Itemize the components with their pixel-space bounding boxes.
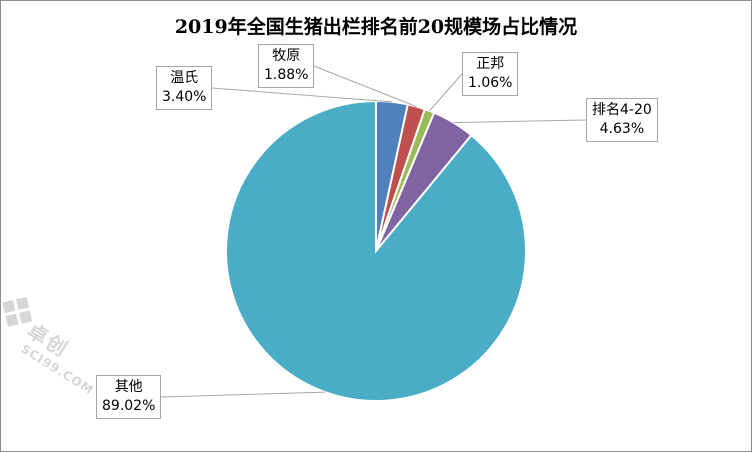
leader-line-others xyxy=(160,391,326,398)
label-value: 3.40% xyxy=(162,89,207,105)
data-label-wens: 温氏 3.40% xyxy=(156,66,213,110)
chart-title: 2019年全国生猪出栏排名前20规模场占比情况 xyxy=(174,16,578,38)
data-label-muyuan: 牧原 1.88% xyxy=(258,44,315,88)
label-category: 牧原 xyxy=(272,48,301,64)
data-label-rank-4-20: 排名4-20 4.63% xyxy=(586,98,658,142)
leader-line-muyuan xyxy=(313,65,417,108)
label-value: 1.88% xyxy=(264,67,309,83)
leader-line-zhengbang xyxy=(429,73,463,112)
pie-slice-others xyxy=(225,99,527,402)
data-label-zhengbang: 正邦 1.06% xyxy=(462,52,519,96)
label-category: 排名4-20 xyxy=(592,102,652,118)
label-value: 1.06% xyxy=(468,75,513,91)
leader-line-wens xyxy=(211,87,393,103)
data-label-others: 其他 89.02% xyxy=(96,375,162,419)
label-category: 其他 xyxy=(114,379,143,395)
label-category: 正邦 xyxy=(476,56,505,72)
label-value: 4.63% xyxy=(599,121,645,137)
leader-line-rank-4-20 xyxy=(453,119,587,124)
label-value: 89.02% xyxy=(102,398,156,414)
label-category: 温氏 xyxy=(170,70,199,86)
